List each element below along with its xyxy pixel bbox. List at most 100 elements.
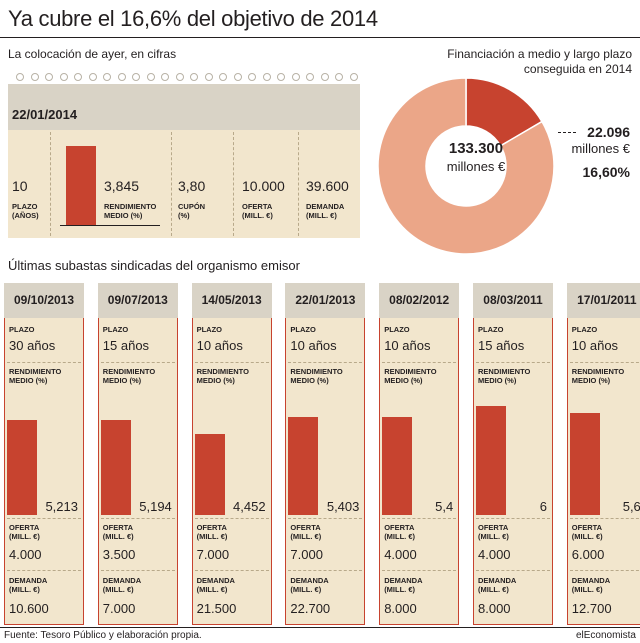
- current-date: 22/01/2014: [12, 107, 78, 122]
- plazo-label: PLAZO: [9, 325, 35, 334]
- notebook-ring: [248, 73, 256, 81]
- demanda-label: DEMANDA: [102, 576, 142, 585]
- rendimiento-value: 4,452: [233, 499, 266, 514]
- rendimiento-label: RENDIMIENTO: [571, 367, 625, 376]
- demanda-value: 8.000: [384, 601, 417, 616]
- plazo-label: PLAZO: [102, 325, 129, 334]
- donut-center-value: 133.300: [448, 140, 504, 157]
- oferta-label: (MILL. €): [102, 532, 134, 541]
- divider: [569, 362, 640, 363]
- title-rule: [0, 37, 640, 38]
- current-rendimiento-bar: [66, 145, 96, 225]
- demanda-value: 10.600: [9, 601, 49, 616]
- oferta-label: (MILL. €): [196, 532, 228, 541]
- plazo-label: PLAZO: [290, 325, 316, 334]
- rendimiento-value: 5,194: [139, 499, 172, 514]
- notebook-header: [8, 84, 360, 130]
- divider: [288, 362, 363, 363]
- notebook-ring: [291, 73, 300, 81]
- rendimiento-bar: [100, 420, 131, 515]
- demanda-value: 21.500: [196, 601, 237, 616]
- divider: [476, 518, 550, 519]
- plazo-label: PLAZO: [196, 325, 223, 334]
- rendimiento-label: MEDIO (%): [102, 376, 142, 385]
- notebook-ring: [335, 73, 343, 81]
- oferta-label: OFERTA: [478, 523, 509, 532]
- notebook-ring: [204, 73, 213, 81]
- left-subtitle: La colocación de ayer, en cifras: [8, 47, 177, 61]
- donut-subtitle-line1: Financiación a medio y largo plazo: [447, 47, 632, 61]
- notebook-ring: [132, 73, 140, 81]
- rendimiento-value: 5,4: [435, 499, 454, 514]
- donut-subtitle: Financiación a medio y largo plazo conse…: [447, 47, 632, 77]
- auction-cards: 09/10/2013 PLAZO 30 años RENDIMIENTO MEDIO (…: [0, 283, 640, 625]
- oferta-value: 7.000: [196, 547, 230, 562]
- auction-date: 08/02/2012: [379, 283, 460, 318]
- rendimiento-label: RENDIMIENTO: [196, 367, 249, 376]
- auction-date: 08/03/2011: [473, 283, 553, 318]
- plazo-label: PLAZO: [478, 325, 504, 334]
- current-oferta-value: 10.000: [242, 178, 285, 194]
- divider: [382, 518, 457, 519]
- plazo-value: 10 años: [571, 338, 619, 353]
- divider: [7, 362, 81, 363]
- oferta-value: 4.000: [384, 547, 417, 562]
- plazo-value: 10 años: [384, 338, 431, 353]
- rendimiento-label: MEDIO (%): [9, 376, 48, 385]
- current-rendimiento-value: 3,845: [104, 178, 140, 194]
- donut-callout-line: [558, 132, 576, 133]
- oferta-label: (MILL. €): [478, 532, 509, 541]
- demanda-label: DEMANDA: [384, 576, 423, 585]
- divider: [233, 132, 234, 236]
- demanda-value: 8.000: [478, 601, 511, 616]
- demanda-value: 7.000: [102, 601, 136, 616]
- oferta-label: OFERTA: [571, 523, 603, 532]
- rendimiento-value: 5,6: [622, 499, 640, 514]
- current-cupon-value: 3,80: [178, 178, 206, 194]
- demanda-label: DEMANDA: [290, 576, 329, 585]
- divider: [100, 362, 175, 363]
- notebook-ring: [74, 73, 82, 81]
- notebook-ring: [16, 73, 24, 81]
- auction-date: 09/10/2013: [4, 283, 84, 318]
- notebook-ring: [277, 73, 285, 81]
- donut-slice-pct: 16,60%: [582, 164, 630, 180]
- oferta-label: OFERTA: [9, 523, 40, 532]
- rendimiento-bar: [382, 416, 413, 515]
- donut-slice-unit: millones €: [571, 141, 630, 156]
- rendimiento-label: RENDIMIENTO: [102, 367, 156, 376]
- plazo-value: 10 años: [196, 338, 243, 353]
- demanda-label: (MILL. €): [290, 585, 322, 594]
- oferta-value: 4.000: [9, 547, 42, 562]
- oferta-label: OFERTA: [384, 523, 415, 532]
- divider: [171, 132, 172, 236]
- demanda-value: 12.700: [571, 601, 612, 616]
- rendimiento-value: 6: [539, 499, 547, 514]
- donut-callout: 22.096 millones € 16,60%: [571, 124, 630, 180]
- oferta-value: 4.000: [478, 547, 511, 562]
- divider: [100, 518, 175, 519]
- notebook-ring: [161, 73, 169, 81]
- oferta-value: 3.500: [102, 547, 136, 562]
- notebook-ring: [219, 73, 227, 81]
- notebook-ring: [190, 73, 198, 81]
- rendimiento-bar: [569, 413, 600, 515]
- demanda-value: 22.700: [290, 601, 331, 616]
- auction-card: [97, 318, 178, 625]
- rendimiento-bar: [7, 420, 37, 515]
- footer-rule: [0, 627, 640, 628]
- divider: [569, 570, 640, 571]
- notebook-ring: [262, 73, 271, 81]
- current-rendimiento-label: RENDIMIENTO MEDIO (%): [104, 202, 157, 220]
- notebook-ring: [146, 73, 155, 81]
- divider: [194, 362, 269, 363]
- notebook-ring: [117, 73, 126, 81]
- rendimiento-bar: [194, 433, 225, 515]
- oferta-label: OFERTA: [102, 523, 134, 532]
- notebook-ring: [306, 73, 314, 81]
- footer-source: Fuente: Tesoro Público y elaboración pro…: [4, 630, 202, 641]
- divider: [569, 518, 640, 519]
- oferta-label: OFERTA: [290, 523, 321, 532]
- plazo-label: PLAZO: [384, 325, 410, 334]
- oferta-label: OFERTA: [196, 523, 227, 532]
